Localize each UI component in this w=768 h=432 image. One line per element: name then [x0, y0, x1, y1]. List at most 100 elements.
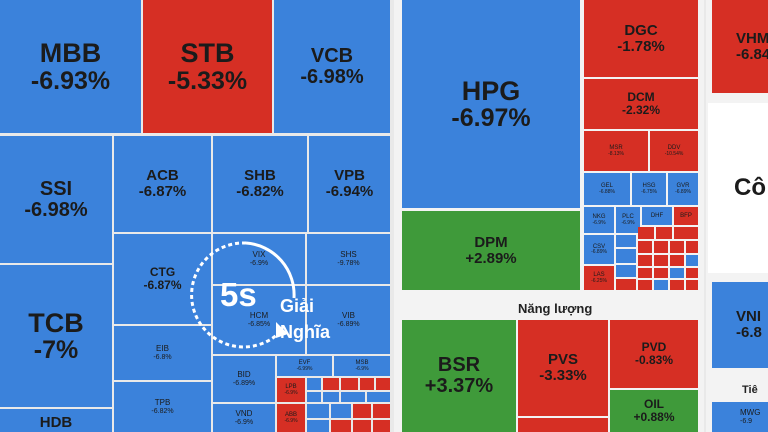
tile-small[interactable]: [656, 227, 672, 239]
tile-small[interactable]: [686, 241, 698, 253]
sector-title-text: Cô: [734, 174, 766, 202]
tile-tpb[interactable]: TPB -6.82%: [114, 382, 211, 432]
tile-small[interactable]: [518, 418, 608, 432]
tile-small[interactable]: [654, 255, 668, 266]
tile-bsr[interactable]: BSR +3.37%: [402, 320, 516, 432]
tile-msb[interactable]: MSB -6.9%: [334, 356, 390, 376]
tile-stb[interactable]: STB -5.33%: [143, 0, 272, 133]
tile-hpg[interactable]: HPG -6.97%: [402, 0, 580, 208]
tile-vcb[interactable]: VCB -6.98%: [274, 0, 390, 133]
tile-tcb[interactable]: TCB -7%: [0, 265, 112, 407]
sector-title-retail: Tiê: [742, 384, 758, 396]
tile-msr[interactable]: MSR -8.13%: [584, 131, 648, 171]
tile-oil[interactable]: OIL +0.88%: [610, 390, 698, 432]
tile-ctg[interactable]: CTG -6.87%: [114, 234, 211, 324]
tile-vnm[interactable]: VNI -6.8: [712, 282, 768, 368]
tile-small[interactable]: [686, 255, 698, 266]
tile-small[interactable]: [638, 241, 652, 253]
tile-mbb[interactable]: MBB -6.93%: [0, 0, 141, 133]
tile-small[interactable]: [616, 265, 636, 277]
tile-small[interactable]: [376, 378, 390, 390]
tile-small[interactable]: [341, 392, 365, 402]
tile-dpm[interactable]: DPM +2.89%: [402, 211, 580, 290]
tile-evf[interactable]: EVF -6.99%: [277, 356, 332, 376]
tile-small[interactable]: [670, 255, 684, 266]
tile-small[interactable]: [341, 378, 358, 390]
tile-vnd[interactable]: VND -6.9%: [213, 404, 275, 432]
tile-small[interactable]: [360, 378, 374, 390]
tile-small[interactable]: [367, 392, 390, 402]
tile-small[interactable]: [373, 404, 390, 418]
tile-small[interactable]: [616, 249, 636, 263]
tile-change: -6.97%: [451, 104, 531, 133]
tile-mwg[interactable]: MWG -6.9: [712, 402, 768, 432]
tile-change: -6.84: [736, 45, 768, 63]
tile-change: -6.75%: [641, 188, 657, 195]
tile-hcm[interactable]: HCM -6.85%: [213, 286, 305, 354]
tile-symbol: MWG: [740, 408, 761, 418]
sector-title-consumer: Cô: [708, 103, 768, 273]
tile-vib[interactable]: VIB -6.89%: [307, 286, 390, 354]
tile-vhm[interactable]: VHM -6.84: [712, 0, 768, 93]
tile-gvr[interactable]: GVR -6.89%: [668, 173, 698, 205]
tile-symbol: BFP: [680, 212, 692, 219]
tile-small[interactable]: [616, 279, 636, 290]
tile-small[interactable]: [353, 404, 371, 418]
tile-small[interactable]: [670, 241, 684, 253]
tile-csv[interactable]: CSV -6.89%: [584, 235, 614, 264]
tile-small[interactable]: [638, 255, 652, 266]
tile-lpb[interactable]: LPB -6.9%: [277, 378, 305, 402]
tile-small[interactable]: [686, 280, 698, 290]
tile-small[interactable]: [670, 268, 684, 278]
tile-dcm[interactable]: DCM -2.32%: [584, 79, 698, 129]
tile-symbol: DDV: [667, 145, 681, 152]
tile-shs[interactable]: SHS -9.78%: [307, 234, 390, 284]
tile-small[interactable]: [307, 392, 321, 402]
tile-small[interactable]: [331, 420, 351, 432]
tile-dhf[interactable]: DHF: [642, 207, 672, 225]
tile-change: -6.9: [740, 417, 753, 425]
tile-small[interactable]: [323, 392, 339, 402]
tile-small[interactable]: [638, 227, 654, 239]
tile-small[interactable]: [307, 420, 329, 432]
tile-change: -6.9%: [249, 259, 269, 267]
tile-small[interactable]: [353, 420, 371, 432]
tile-shb[interactable]: SHB -6.82%: [213, 136, 307, 232]
tile-plc[interactable]: PLC -6.9%: [616, 207, 640, 233]
tile-small[interactable]: [674, 227, 698, 239]
tile-change: +3.37%: [424, 375, 494, 397]
tile-small[interactable]: [654, 280, 668, 290]
tile-small[interactable]: [670, 280, 684, 290]
tile-small[interactable]: [307, 378, 321, 390]
tile-small[interactable]: [686, 268, 698, 278]
tile-small[interactable]: [654, 241, 668, 253]
tile-symbol: STB: [180, 38, 235, 69]
tile-pvs[interactable]: PVS -3.33%: [518, 320, 608, 416]
tile-symbol: VIX: [252, 250, 266, 260]
tile-hdb[interactable]: HDB: [0, 409, 112, 432]
tile-small[interactable]: [638, 280, 652, 290]
tile-nkg[interactable]: NKG -6.9%: [584, 207, 614, 233]
tile-vpb[interactable]: VPB -6.94%: [309, 136, 390, 232]
tile-small[interactable]: [654, 268, 668, 278]
tile-eib[interactable]: EIB -6.8%: [114, 326, 211, 380]
tile-ddv[interactable]: DDV -10.54%: [650, 131, 698, 171]
tile-dgc[interactable]: DGC -1.78%: [584, 0, 698, 77]
tile-small[interactable]: [616, 235, 636, 247]
tile-small[interactable]: [307, 404, 329, 418]
tile-small[interactable]: [323, 378, 339, 390]
tile-change: -6.85%: [247, 320, 271, 328]
tile-abb[interactable]: ABB -6.9%: [277, 404, 305, 432]
tile-gel[interactable]: GEL -6.88%: [584, 173, 630, 205]
tile-small[interactable]: [373, 420, 390, 432]
tile-change: -6.88%: [599, 188, 615, 195]
tile-las[interactable]: LAS -6.25%: [584, 266, 614, 290]
tile-small[interactable]: [638, 268, 652, 278]
tile-pvd[interactable]: PVD -0.83%: [610, 320, 698, 388]
tile-bid[interactable]: BID -6.89%: [213, 356, 275, 402]
tile-bfp[interactable]: BFP: [674, 207, 698, 225]
tile-ssi[interactable]: SSI -6.98%: [0, 136, 112, 263]
tile-acb[interactable]: ACB -6.87%: [114, 136, 211, 232]
tile-small[interactable]: [331, 404, 351, 418]
tile-hsg[interactable]: HSG -6.75%: [632, 173, 666, 205]
